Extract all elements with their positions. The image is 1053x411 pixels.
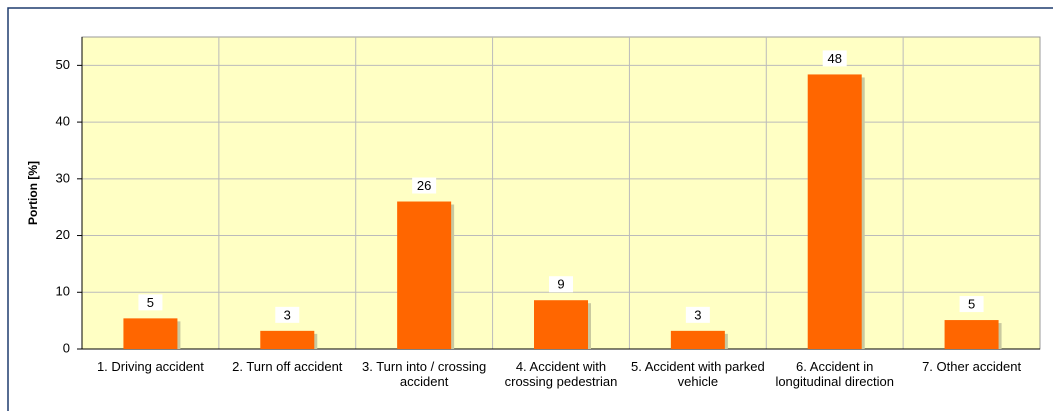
y-axis-label: Portion [%] — [26, 161, 40, 225]
data-label-box — [685, 306, 710, 323]
data-label: 9 — [557, 277, 564, 292]
y-tick-label: 10 — [56, 284, 70, 299]
y-tick-label: 50 — [56, 57, 70, 72]
x-tick-label: 3. Turn into / crossing accident — [361, 359, 487, 389]
x-tick-label: 5. Accident with parked vehicle — [630, 359, 765, 389]
data-label: 3 — [284, 307, 291, 322]
data-label-box — [412, 177, 437, 194]
y-tick-label: 20 — [56, 227, 70, 242]
y-tick-label: 40 — [56, 114, 70, 129]
data-label: 5 — [968, 297, 975, 312]
bar — [534, 300, 588, 349]
data-label-box — [822, 50, 847, 67]
data-label: 3 — [694, 307, 701, 322]
bar — [670, 330, 725, 349]
bar — [397, 201, 452, 349]
data-label-box — [138, 294, 163, 311]
x-tick-label: 6. Accident in longitudinal direction — [775, 359, 894, 389]
data-label-box — [959, 296, 984, 313]
data-label-box — [549, 276, 573, 293]
x-tick-label: 2. Turn off accident — [232, 359, 343, 374]
x-tick-label: 1. Driving accident — [96, 359, 204, 374]
x-tick-label: 7. Other accident — [922, 359, 1022, 374]
data-label: 48 — [827, 51, 841, 66]
plot-area — [81, 36, 1041, 350]
y-tick-label: 0 — [63, 340, 70, 355]
bar — [807, 74, 862, 349]
x-tick-label: 4. Accident with crossing pedestrian — [504, 359, 618, 389]
bar — [123, 318, 178, 349]
data-label: 26 — [417, 178, 431, 193]
y-tick-label: 30 — [56, 170, 70, 185]
bar — [260, 330, 315, 349]
data-label-box — [275, 306, 300, 323]
data-label: 5 — [147, 295, 154, 310]
bar — [944, 320, 999, 349]
